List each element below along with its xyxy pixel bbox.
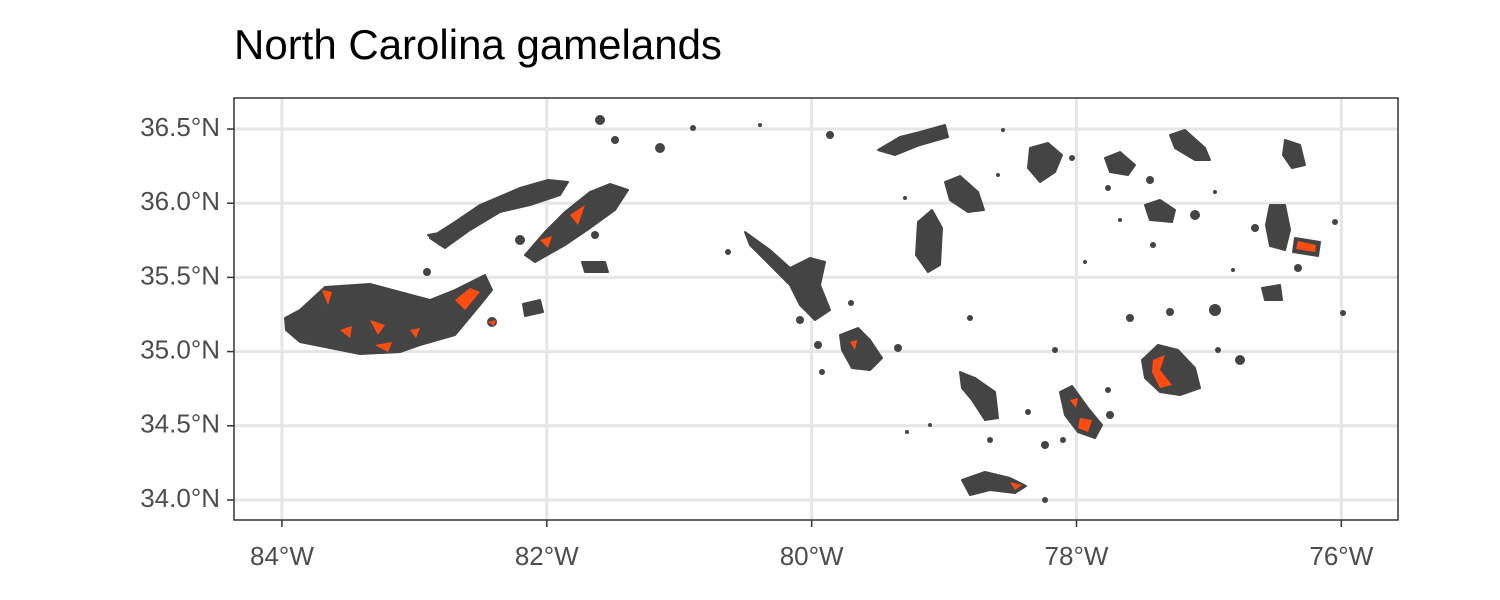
y-tick-label: 36.5°N	[140, 112, 220, 142]
gameland	[744, 231, 831, 321]
gameland	[1144, 199, 1176, 223]
gameland	[522, 299, 544, 317]
y-tick-label: 35.0°N	[140, 334, 220, 364]
small-gamelands	[423, 115, 1346, 503]
y-tick-label: 35.5°N	[140, 260, 220, 290]
gameland	[944, 175, 985, 213]
x-tick-label: 76°W	[1309, 541, 1373, 571]
x-tick-label: 84°W	[250, 541, 314, 571]
gameland	[839, 327, 883, 371]
gameland	[1059, 385, 1103, 439]
panel-border	[233, 97, 1399, 521]
gameland	[284, 274, 493, 355]
gameland	[1169, 129, 1211, 161]
gameland	[1265, 204, 1291, 251]
gameland	[581, 261, 609, 273]
gamelands	[284, 115, 1346, 503]
gameland	[1104, 151, 1136, 176]
gameland	[1141, 344, 1201, 396]
gameland	[959, 371, 999, 421]
gameland	[427, 231, 446, 246]
gameland	[1027, 142, 1063, 183]
gameland	[1282, 139, 1306, 169]
gameland	[429, 179, 569, 249]
gameland	[877, 124, 949, 156]
gameland	[1261, 284, 1283, 301]
chart-title: North Carolina gamelands	[234, 21, 722, 68]
y-tick-label: 34.0°N	[140, 483, 220, 513]
x-tick-label: 80°W	[780, 541, 844, 571]
grid	[234, 98, 1398, 520]
gameland	[915, 209, 943, 273]
x-tick-label: 82°W	[515, 541, 579, 571]
highlighted-gamelands	[322, 205, 1316, 490]
y-tick-label: 36.0°N	[140, 186, 220, 216]
gameland	[961, 471, 1027, 496]
x-tick-label: 78°W	[1045, 541, 1109, 571]
y-tick-label: 34.5°N	[140, 409, 220, 439]
